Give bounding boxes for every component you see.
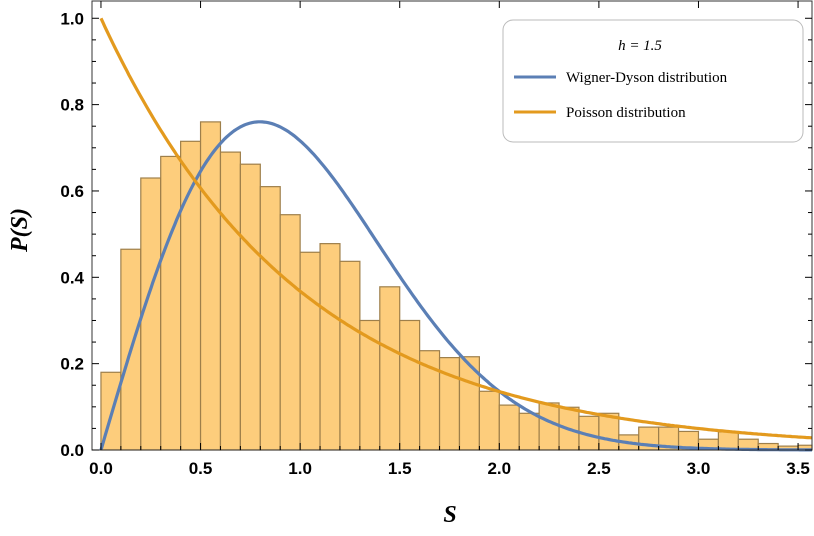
legend-title: h = 1.5 <box>618 38 662 54</box>
histogram-bar <box>339 260 361 451</box>
x-tick-label: 0.5 <box>189 459 213 478</box>
ticks: 0.0 0.5 1.0 1.5 2.0 2.5 3.0 3.5 0.0 0.2 0.4 0.6 0.8 1… <box>60 1 812 478</box>
histogram-bars <box>100 121 813 451</box>
plot-frame <box>91 0 813 451</box>
x-axis-label: S <box>443 502 456 528</box>
wigner-dyson-curve <box>99 120 812 452</box>
legend: h = 1.5 Wigner-Dyson distribution Poisso… <box>502 19 804 143</box>
histogram-bar <box>319 243 341 451</box>
curves <box>99 17 813 452</box>
histogram-bar <box>717 431 739 451</box>
histogram-bar <box>219 151 241 451</box>
histogram-bar <box>379 286 401 451</box>
y-tick-label: 0.8 <box>60 96 84 115</box>
histogram-bar <box>160 155 182 451</box>
histogram-bar <box>279 214 301 451</box>
y-axis-label: P(S) <box>7 208 33 253</box>
poisson-curve <box>99 17 813 440</box>
x-tick-label: 2.5 <box>587 459 611 478</box>
histogram-bar <box>478 390 500 451</box>
x-tick-label: 1.0 <box>288 459 312 478</box>
legend-label-poisson: Poisson distribution <box>566 105 686 121</box>
legend-label-wigner: Wigner-Dyson distribution <box>566 70 728 86</box>
y-tick-label: 0.4 <box>60 268 84 287</box>
histogram-bar <box>498 404 520 451</box>
y-tick-label: 0.2 <box>60 355 84 374</box>
histogram-bar <box>239 163 261 451</box>
x-tick-label: 2.0 <box>487 459 511 478</box>
y-axis-label-text: P(S) <box>7 208 33 253</box>
histogram-bar <box>199 121 222 451</box>
x-tick-label: 3.5 <box>786 459 810 478</box>
y-tick-label: 1.0 <box>60 9 84 28</box>
histogram-bar <box>299 251 321 451</box>
y-tick-label: 0.6 <box>60 182 84 201</box>
x-tick-label: 1.5 <box>388 459 412 478</box>
x-tick-label: 0.0 <box>89 459 113 478</box>
histogram-bar <box>538 402 560 451</box>
y-tick-label: 0.0 <box>60 441 84 460</box>
histogram-bar <box>399 319 421 451</box>
legend-box <box>502 19 804 143</box>
histogram-bar <box>518 412 540 451</box>
histogram-bar <box>259 186 281 451</box>
x-tick-label: 3.0 <box>687 459 711 478</box>
